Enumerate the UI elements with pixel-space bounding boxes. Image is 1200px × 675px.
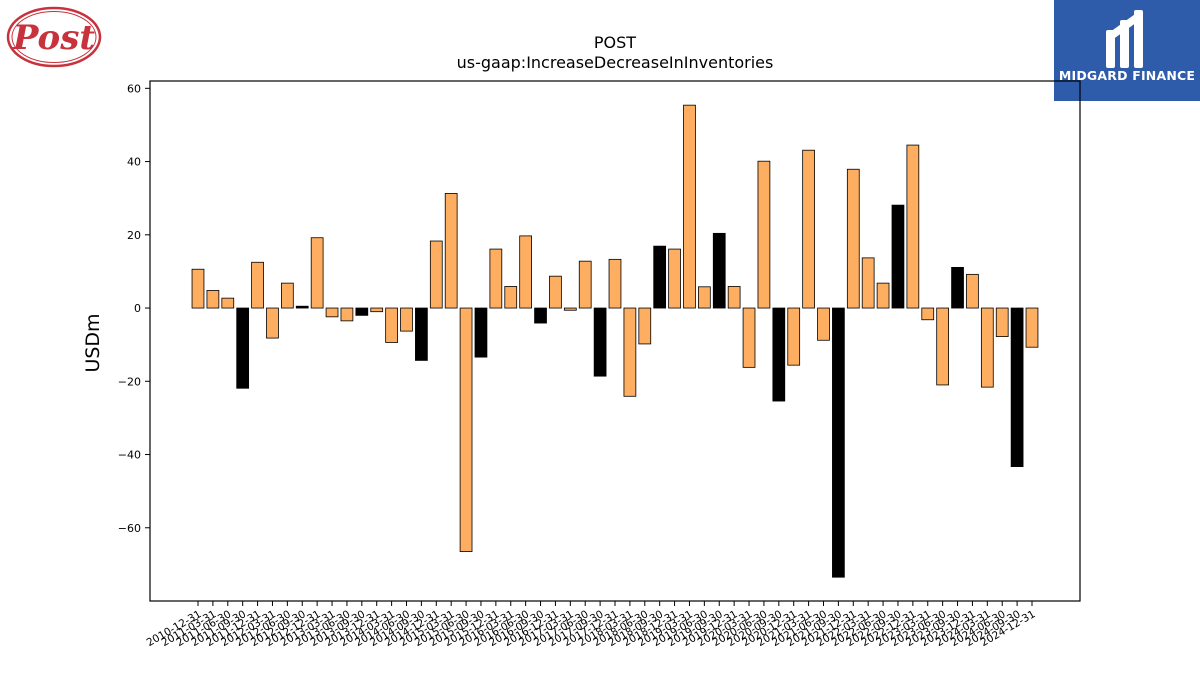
bar-2013-12-31 [370, 307, 384, 313]
bar-2010-12-31 [191, 268, 205, 309]
bar-2016-09-30 [534, 307, 547, 324]
bar-2020-03-31 [742, 307, 756, 368]
bar-2012-03-31 [266, 307, 279, 339]
bar-2020-06-30 [757, 160, 771, 309]
bar-2019-03-31 [683, 104, 696, 309]
midgard-finance-icon [1106, 10, 1143, 68]
y-tick-label: −60 [118, 522, 141, 535]
bar-2024-06-30 [995, 307, 1009, 338]
bar-2014-06-30 [400, 307, 413, 332]
bar-2023-09-30 [951, 266, 964, 309]
bar-2019-09-30 [712, 232, 726, 309]
bar-2015-03-31 [444, 193, 458, 309]
midgard-finance-text: MIDGARD FINANCE [1058, 68, 1196, 83]
bar-2015-06-30 [459, 307, 473, 552]
bar-2020-12-31 [787, 307, 801, 366]
bar-2013-06-30 [340, 307, 354, 322]
y-tick-label: −20 [118, 375, 141, 388]
y-tick-label: −40 [118, 449, 141, 462]
bar-2012-09-30 [295, 305, 309, 309]
x-axis-ticks: 2010-12-312011-03-312011-06-302011-09-30… [145, 601, 1038, 649]
bar-2018-12-31 [668, 248, 681, 309]
bar-2024-09-30 [1010, 307, 1024, 468]
y-tick-label: 0 [134, 302, 141, 315]
bar-2013-09-30 [355, 307, 369, 316]
bar-2024-12-31 [1025, 307, 1039, 348]
bar-2019-06-30 [698, 286, 711, 309]
bar-2011-06-30 [221, 297, 235, 309]
bar-2021-03-31 [802, 149, 815, 309]
y-tick-label: 20 [127, 229, 141, 242]
post-logo-text: Post [12, 18, 95, 58]
bar-2021-06-30 [817, 307, 830, 341]
bar-2021-12-31 [846, 168, 860, 309]
bar-2023-03-31 [921, 307, 935, 321]
bar-2023-12-31 [966, 273, 979, 309]
bar-2016-06-30 [519, 235, 533, 309]
plot-frame [149, 80, 1081, 602]
y-tick-label: 60 [127, 82, 141, 95]
bars-group [191, 104, 1039, 578]
bar-2015-09-30 [474, 307, 488, 358]
bar-2018-09-30 [653, 245, 667, 309]
chart-title: POST [594, 33, 636, 52]
bar-2014-12-31 [429, 240, 443, 309]
bar-2022-03-31 [861, 257, 875, 309]
bar-2012-06-30 [280, 282, 294, 309]
bar-2017-12-31 [608, 258, 622, 309]
midgard-finance-logo: MIDGARD FINANCE [1054, 0, 1200, 101]
chart-subtitle: us-gaap:IncreaseDecreaseInInventories [457, 53, 774, 72]
bar-2018-03-31 [623, 307, 637, 397]
bar-2012-12-31 [310, 237, 324, 309]
bar-2017-09-30 [593, 307, 607, 377]
bar-2016-03-31 [504, 286, 518, 309]
bar-2017-03-31 [563, 307, 577, 311]
y-axis-label: USDm [82, 313, 104, 372]
post-logo-icon: Post [6, 6, 102, 68]
bar-2021-09-30 [832, 307, 845, 578]
bar-2022-09-30 [891, 204, 905, 309]
bar-2013-03-31 [325, 307, 339, 318]
bar-2018-06-30 [638, 307, 652, 345]
bar-2022-06-30 [876, 282, 890, 309]
bar-2016-12-31 [549, 275, 562, 309]
bar-2019-12-31 [727, 286, 741, 309]
bar-2011-12-31 [251, 261, 264, 309]
bar-2014-03-31 [385, 307, 398, 343]
bar-2011-03-31 [206, 290, 220, 309]
bar-2017-06-30 [578, 260, 592, 309]
bar-2015-12-31 [489, 248, 503, 309]
bar-2023-06-30 [936, 307, 950, 386]
y-axis-ticks: −60 −40 −20 0 20 40 60 [118, 82, 150, 535]
bar-2014-09-30 [415, 307, 428, 361]
y-tick-label: 40 [127, 156, 141, 169]
bar-2011-09-30 [236, 307, 250, 389]
bar-2022-12-31 [906, 144, 920, 309]
bar-2024-03-31 [980, 307, 994, 388]
post-logo: Post [4, 4, 104, 70]
bar-2020-09-30 [772, 307, 786, 402]
